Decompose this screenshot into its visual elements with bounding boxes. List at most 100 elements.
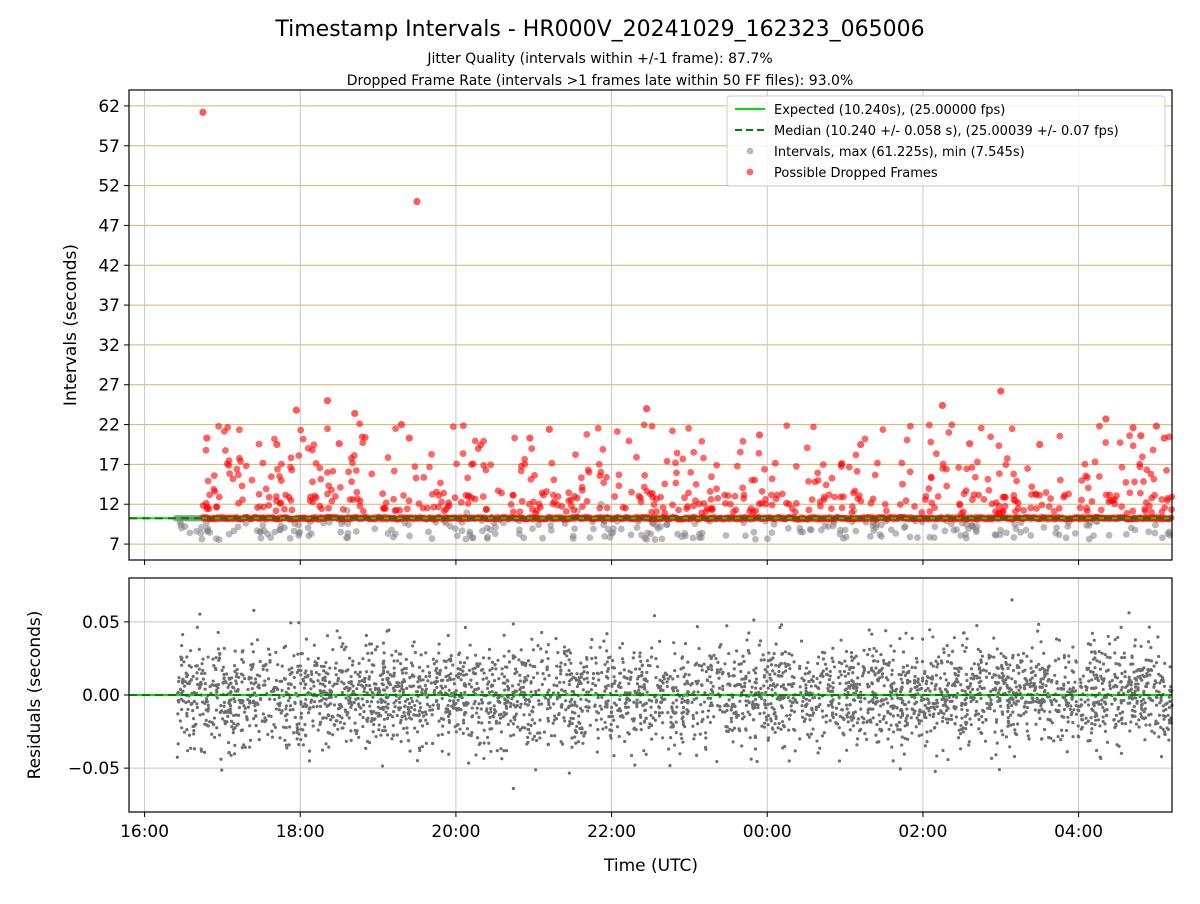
dropped-frame-point xyxy=(730,508,737,515)
residual-point xyxy=(645,671,648,674)
residual-point xyxy=(1034,685,1037,688)
interval-point xyxy=(601,533,608,540)
residual-point xyxy=(430,681,433,684)
residual-point xyxy=(339,669,342,672)
residual-point xyxy=(924,689,927,692)
residual-point xyxy=(862,721,865,724)
residual-point xyxy=(780,653,783,656)
residual-point xyxy=(764,691,767,694)
residual-point xyxy=(192,717,195,720)
residual-point xyxy=(180,644,183,647)
residual-point xyxy=(559,665,562,668)
residual-point xyxy=(940,711,943,714)
residual-point xyxy=(349,701,352,704)
residual-point xyxy=(1158,714,1161,717)
residual-point xyxy=(1122,699,1125,702)
residual-point xyxy=(701,718,704,721)
residual-point xyxy=(1084,685,1087,688)
residual-point xyxy=(671,677,674,680)
residual-point xyxy=(1137,725,1140,728)
residual-point xyxy=(312,724,315,727)
residual-point xyxy=(932,715,935,718)
residual-point xyxy=(248,701,251,704)
residual-point xyxy=(585,665,588,668)
dropped-frame-point xyxy=(574,495,581,502)
residual-point xyxy=(463,691,466,694)
residual-point xyxy=(765,718,768,721)
dropped-frame-point xyxy=(480,438,487,445)
residual-point xyxy=(1077,709,1080,712)
residual-point xyxy=(581,710,584,713)
residual-point xyxy=(474,654,477,657)
residual-point xyxy=(1010,677,1013,680)
residual-point xyxy=(865,738,868,741)
residual-point xyxy=(927,709,930,712)
residual-point xyxy=(297,669,300,672)
residual-point xyxy=(715,760,718,763)
residual-point xyxy=(831,701,834,704)
residual-point xyxy=(847,720,850,723)
residual-point xyxy=(966,709,969,712)
residual-point xyxy=(847,672,850,675)
residual-point xyxy=(464,711,467,714)
residual-point xyxy=(632,701,635,704)
residual-point xyxy=(579,662,582,665)
interval-point xyxy=(1086,536,1093,543)
residual-point xyxy=(1001,733,1004,736)
residual-point xyxy=(673,652,676,655)
residual-point xyxy=(624,706,627,709)
residual-point xyxy=(218,652,221,655)
residual-point xyxy=(781,720,784,723)
residual-point xyxy=(895,706,898,709)
residual-point xyxy=(695,754,698,757)
interval-point xyxy=(295,530,302,537)
dropped-frame-point xyxy=(737,449,744,456)
dropped-frame-point xyxy=(445,499,452,506)
dropped-frame-point xyxy=(1077,504,1084,511)
residual-point xyxy=(410,661,413,664)
dropped-frame-point xyxy=(1098,506,1105,513)
dropped-frame-point xyxy=(779,491,786,498)
residual-point xyxy=(348,657,351,660)
residual-point xyxy=(552,702,555,705)
residual-point xyxy=(389,673,392,676)
dropped-frame-point xyxy=(756,500,763,507)
residual-point xyxy=(180,664,183,667)
residual-point xyxy=(649,706,652,709)
residual-point xyxy=(831,686,834,689)
residual-point xyxy=(416,680,419,683)
residual-point xyxy=(418,709,421,712)
residual-point xyxy=(246,688,249,691)
residual-point xyxy=(866,653,869,656)
residual-point xyxy=(193,700,196,703)
residual-point xyxy=(201,669,204,672)
interval-point xyxy=(1003,529,1010,536)
residual-point xyxy=(1103,722,1106,725)
residual-point xyxy=(640,671,643,674)
residual-point xyxy=(372,664,375,667)
residual-point xyxy=(969,691,972,694)
residual-point xyxy=(1081,726,1084,729)
residual-point xyxy=(336,629,339,632)
residual-point xyxy=(262,684,265,687)
dropped-frame-point xyxy=(528,445,535,452)
residual-point xyxy=(1034,674,1037,677)
residual-point xyxy=(845,749,848,752)
residual-point xyxy=(1070,689,1073,692)
dropped-frame-point xyxy=(981,496,988,503)
residual-point xyxy=(1075,700,1078,703)
interval-point xyxy=(182,523,189,530)
residual-point xyxy=(1133,705,1136,708)
residual-point xyxy=(437,652,440,655)
dropped-frame-point xyxy=(839,460,846,467)
dropped-frame-point xyxy=(752,507,759,514)
residual-point xyxy=(481,690,484,693)
interval-point xyxy=(586,534,593,541)
residual-point xyxy=(512,622,515,625)
residual-point xyxy=(769,684,772,687)
residual-point xyxy=(533,735,536,738)
residual-point xyxy=(778,663,781,666)
dropped-frame-point xyxy=(933,450,940,457)
residual-point xyxy=(283,646,286,649)
dropped-frame-point xyxy=(226,457,233,464)
